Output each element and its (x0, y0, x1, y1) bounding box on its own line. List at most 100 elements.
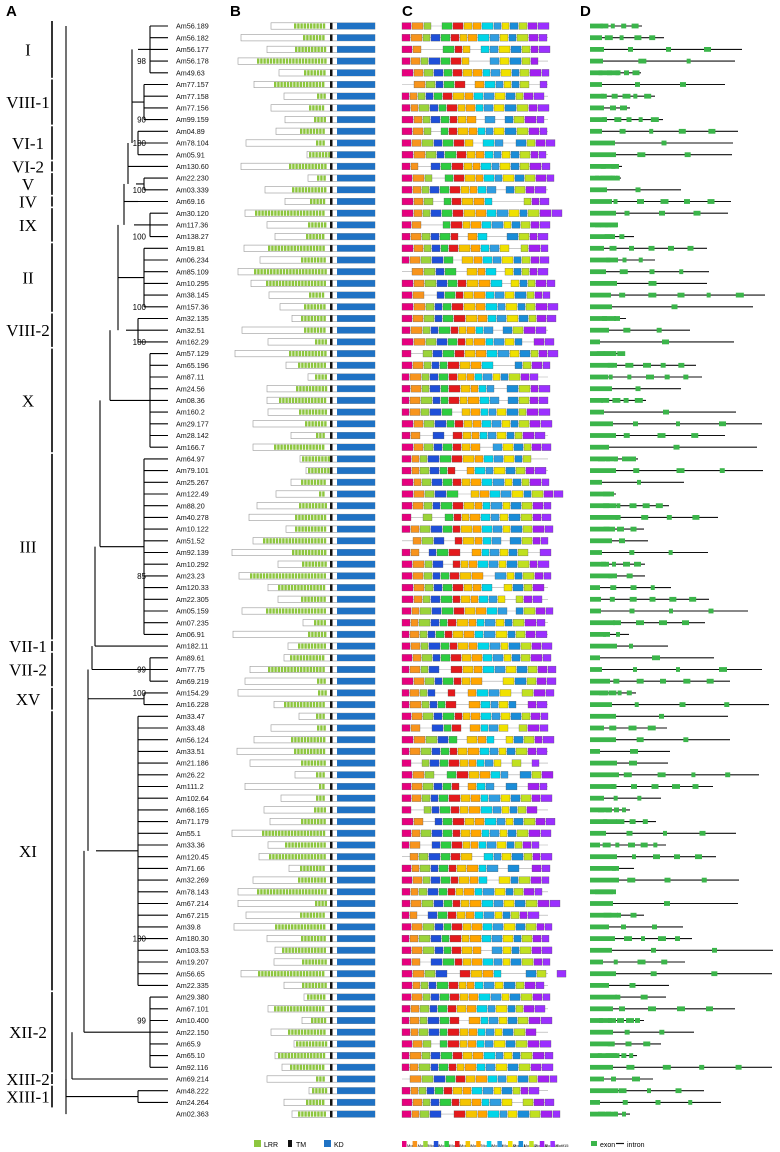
lrr-repeat (314, 456, 318, 462)
motif-block (529, 233, 538, 241)
kinase-domain (337, 596, 375, 603)
motif-block (531, 841, 540, 849)
motif-block (450, 806, 460, 814)
motif-block (461, 443, 471, 451)
motif-block (418, 1063, 431, 1071)
motif-block (447, 1005, 457, 1013)
motif-block (430, 993, 440, 1001)
exon-block (590, 421, 613, 427)
tm-domain (330, 291, 333, 299)
lrr-repeat (307, 994, 310, 1000)
motif-block (511, 853, 524, 861)
motif-block (461, 57, 470, 65)
motif-block (498, 724, 509, 732)
lrr-repeat (319, 128, 322, 134)
motif-block (501, 1087, 513, 1095)
exon-block (590, 854, 611, 860)
motif-block (513, 736, 524, 744)
motif-block (461, 935, 470, 943)
lrr-repeat (314, 947, 317, 953)
exon-block (613, 678, 620, 684)
exon-block (657, 433, 666, 438)
lrr-repeat (257, 889, 260, 895)
lrr-repeat (288, 854, 291, 860)
motif-block (471, 1098, 482, 1106)
motif-block (410, 1087, 419, 1095)
exon-block (634, 561, 641, 567)
exon-block (590, 784, 615, 789)
lrr-repeat (324, 386, 328, 392)
lrr-repeat (320, 397, 323, 403)
motif-block (451, 162, 464, 170)
lrr-repeat (294, 854, 297, 860)
motif-block (447, 361, 460, 369)
motif-block (450, 876, 459, 884)
lrr-repeat (317, 854, 320, 860)
lrr-repeat (310, 70, 313, 76)
motif-block (481, 525, 493, 533)
motif-block (481, 829, 490, 837)
motif-block (544, 1098, 555, 1106)
motif-block (503, 923, 516, 931)
motif-block (534, 736, 543, 744)
group-label: VI-1 (12, 134, 44, 153)
lrr-repeat (295, 538, 298, 544)
kinase-domain (337, 783, 375, 790)
gene-name: Am19.207 (176, 958, 209, 967)
motif-block (468, 759, 477, 767)
motif-block (421, 899, 434, 908)
exon-block (661, 140, 667, 146)
lrr-repeat (296, 655, 299, 661)
lrr-repeat (320, 1029, 323, 1035)
lrr-repeat (290, 210, 293, 216)
motif-block (503, 584, 513, 592)
motif-block (453, 677, 462, 685)
lrr-repeat (311, 222, 314, 228)
gene-name: Am67.101 (176, 1004, 209, 1013)
lrr-repeat (301, 538, 304, 544)
lrr-repeat (301, 643, 304, 649)
motif-block (424, 560, 433, 568)
lrr-repeat (272, 573, 275, 579)
motif-block (401, 899, 411, 908)
legend-motif-swatch (423, 1141, 428, 1147)
gene-name: Am24.264 (176, 1098, 209, 1107)
lrr-repeat (323, 257, 326, 263)
motif-block (441, 408, 453, 416)
motif-block (495, 1005, 508, 1013)
lrr-repeat (324, 374, 327, 380)
motif-block (439, 233, 451, 241)
lrr-repeat (319, 491, 322, 497)
tm-domain (330, 57, 333, 65)
motif-block (431, 607, 442, 615)
lrr-repeat (320, 46, 323, 52)
motif-block (457, 373, 467, 381)
exon-block (603, 632, 610, 637)
motif-block (465, 104, 476, 112)
exon-block (637, 795, 642, 801)
motif-block (535, 326, 547, 334)
motif-block (476, 1005, 488, 1013)
lrr-repeat (271, 830, 274, 836)
panel-a-label: A (6, 3, 17, 20)
lrr-repeat (271, 245, 274, 251)
lrr-repeat (315, 900, 318, 907)
motif-block (530, 256, 540, 264)
tm-domain (330, 912, 333, 919)
exon-block (649, 35, 656, 41)
legend-tm-label: TM (296, 1142, 306, 1149)
motif-block (529, 478, 542, 486)
motif-block (522, 1098, 534, 1106)
lrr-repeat (320, 526, 323, 532)
motif-block (482, 373, 493, 381)
motif-block (501, 151, 511, 159)
motif-block (556, 970, 567, 978)
motif-block (528, 1087, 540, 1095)
kinase-domain (337, 537, 375, 544)
motif-block (451, 841, 463, 849)
motif-block (486, 607, 498, 615)
bootstrap-value: 99 (137, 666, 146, 675)
lrr-repeat (317, 351, 321, 357)
motif-block (544, 338, 555, 346)
kinase-domain (337, 1064, 375, 1071)
